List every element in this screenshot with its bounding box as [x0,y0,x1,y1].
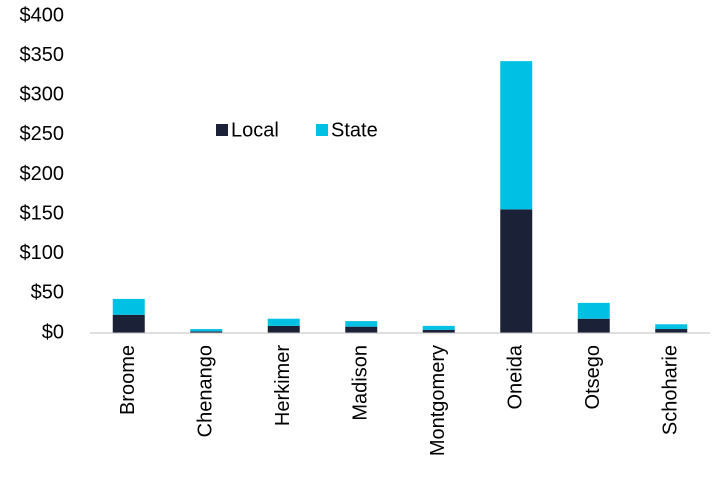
legend-label: Local [231,119,279,141]
y-tick-label: $250 [20,123,65,145]
legend-swatch [216,124,228,136]
bar-segment [190,331,223,333]
y-tick-label: $400 [20,4,65,26]
x-tick-label: Schoharie [660,345,682,435]
y-tick-label: $300 [20,84,65,106]
bar-segment [345,321,378,327]
bar-segment [655,329,688,333]
x-tick-label: Otsego [582,345,604,409]
bar-segment [577,302,610,319]
bar-segment [422,325,455,330]
y-tick-label: $200 [20,163,65,185]
y-tick-label: $100 [20,242,65,264]
y-tick-label: $0 [42,321,64,343]
bar-segment [655,324,688,330]
bar-segment [500,209,533,333]
bar-segment [112,314,145,333]
bar-segment [267,318,300,326]
bar-segment [190,329,223,332]
bar-segment [577,318,610,333]
x-tick-label: Broome [117,345,139,415]
bar-segment [500,61,533,210]
y-tick-label: $350 [20,44,65,66]
bar-segment [112,298,145,315]
x-tick-label: Madison [350,345,372,421]
x-tick-label: Herkimer [272,345,294,426]
x-tick-label: Oneida [505,344,527,409]
bar-segment [267,325,300,333]
legend-label: State [331,119,378,141]
legend-swatch [316,124,328,136]
bar-segment [345,326,378,333]
x-tick-label: Chenango [195,345,217,437]
y-tick-label: $50 [31,282,64,304]
y-tick-label: $150 [20,202,65,224]
bar-segment [422,329,455,333]
x-tick-label: Montgomery [427,345,449,456]
